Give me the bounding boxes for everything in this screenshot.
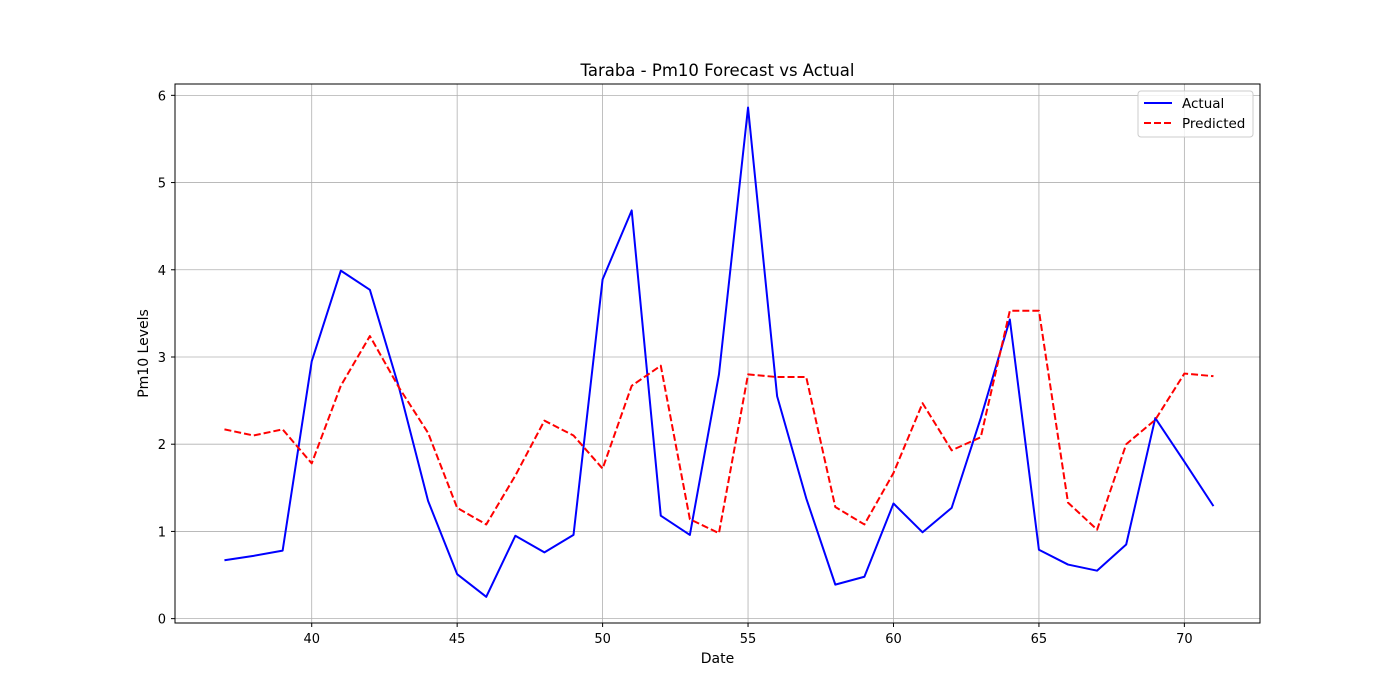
legend-label-actual: Actual [1182, 96, 1224, 112]
y-tick-label: 3 [158, 351, 166, 366]
series-layer [224, 106, 1215, 598]
legend: Actual Predicted [1137, 90, 1254, 138]
x-tick-label: 65 [1031, 632, 1048, 647]
x-tick-label: 55 [740, 632, 757, 647]
x-tick-label: 60 [885, 632, 902, 647]
x-tick-label: 50 [594, 632, 611, 647]
plot-area-frame [174, 83, 1261, 624]
series-line-actual [224, 106, 1215, 598]
legend-label-predicted: Predicted [1182, 116, 1245, 132]
x-tick-label: 70 [1176, 632, 1193, 647]
x-tick-label: 45 [449, 632, 466, 647]
x-tick-label: 40 [303, 632, 320, 647]
chart-title: Taraba - Pm10 Forecast vs Actual [579, 61, 854, 80]
y-axis-label: Pm10 Levels [136, 309, 152, 398]
y-tick-label: 0 [158, 613, 166, 628]
y-tick-label: 4 [158, 264, 166, 279]
series-line-predicted [224, 309, 1214, 535]
y-tick-label: 1 [158, 525, 166, 540]
y-tick-label: 5 [158, 177, 166, 192]
grid-lines [175, 84, 1260, 623]
y-tick-label: 6 [158, 89, 166, 104]
x-axis-label: Date [701, 651, 734, 667]
y-tick-label: 2 [158, 438, 166, 453]
